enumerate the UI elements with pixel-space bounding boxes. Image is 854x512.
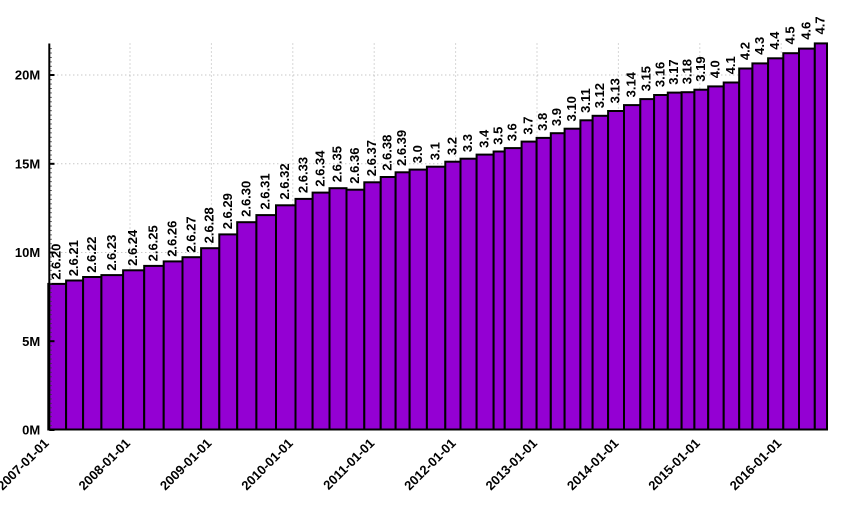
svg-text:3.6: 3.6 bbox=[505, 123, 520, 141]
svg-text:3.8: 3.8 bbox=[535, 113, 550, 131]
svg-text:2.6.25: 2.6.25 bbox=[145, 225, 160, 261]
svg-text:2.6.20: 2.6.20 bbox=[49, 244, 64, 280]
svg-text:2.6.27: 2.6.27 bbox=[183, 216, 198, 252]
svg-text:3.7: 3.7 bbox=[521, 117, 536, 135]
svg-text:3.12: 3.12 bbox=[592, 83, 607, 108]
svg-text:3.17: 3.17 bbox=[666, 59, 681, 84]
svg-text:2.6.37: 2.6.37 bbox=[364, 140, 379, 176]
svg-text:2.6.35: 2.6.35 bbox=[330, 146, 345, 182]
svg-text:3.11: 3.11 bbox=[578, 88, 593, 113]
svg-text:0M: 0M bbox=[22, 423, 40, 438]
svg-text:3.5: 3.5 bbox=[491, 127, 506, 145]
svg-text:3.10: 3.10 bbox=[564, 96, 579, 121]
svg-text:2.6.36: 2.6.36 bbox=[347, 148, 362, 184]
svg-text:3.14: 3.14 bbox=[624, 71, 639, 97]
svg-text:3.2: 3.2 bbox=[444, 137, 459, 155]
svg-text:4.4: 4.4 bbox=[767, 31, 782, 50]
svg-text:2.6.24: 2.6.24 bbox=[125, 229, 140, 266]
svg-text:2.6.21: 2.6.21 bbox=[66, 240, 81, 276]
svg-text:2.6.28: 2.6.28 bbox=[202, 207, 217, 243]
svg-text:2.6.38: 2.6.38 bbox=[380, 135, 395, 171]
svg-text:2.6.31: 2.6.31 bbox=[258, 173, 273, 209]
svg-text:2.6.22: 2.6.22 bbox=[84, 237, 99, 273]
svg-text:15M: 15M bbox=[15, 156, 40, 171]
svg-text:2.6.30: 2.6.30 bbox=[238, 181, 253, 217]
svg-text:3.4: 3.4 bbox=[477, 129, 492, 148]
svg-text:3.0: 3.0 bbox=[410, 145, 425, 163]
svg-text:4.7: 4.7 bbox=[812, 16, 827, 34]
svg-text:4.1: 4.1 bbox=[723, 56, 738, 74]
svg-text:4.0: 4.0 bbox=[708, 60, 723, 78]
svg-text:3.9: 3.9 bbox=[549, 108, 564, 126]
svg-text:4.2: 4.2 bbox=[737, 42, 752, 60]
svg-text:4.5: 4.5 bbox=[783, 26, 798, 44]
svg-text:3.3: 3.3 bbox=[460, 134, 475, 152]
svg-text:10M: 10M bbox=[15, 245, 40, 260]
svg-text:2.6.26: 2.6.26 bbox=[165, 221, 180, 257]
svg-text:2.6.32: 2.6.32 bbox=[277, 163, 292, 199]
svg-text:3.15: 3.15 bbox=[639, 66, 654, 91]
svg-text:2.6.39: 2.6.39 bbox=[394, 130, 409, 166]
svg-text:3.13: 3.13 bbox=[608, 78, 623, 103]
svg-text:2.6.29: 2.6.29 bbox=[220, 193, 235, 229]
svg-text:4.3: 4.3 bbox=[752, 37, 767, 55]
svg-text:3.19: 3.19 bbox=[693, 56, 708, 81]
svg-text:4.6: 4.6 bbox=[798, 22, 813, 40]
svg-text:2.6.33: 2.6.33 bbox=[296, 157, 311, 193]
svg-text:3.18: 3.18 bbox=[680, 59, 695, 84]
svg-text:20M: 20M bbox=[15, 68, 40, 83]
svg-text:5M: 5M bbox=[22, 334, 40, 349]
svg-text:3.16: 3.16 bbox=[653, 62, 668, 87]
svg-text:3.1: 3.1 bbox=[428, 142, 443, 160]
svg-text:2.6.34: 2.6.34 bbox=[313, 150, 328, 187]
svg-text:2.6.23: 2.6.23 bbox=[104, 235, 119, 271]
